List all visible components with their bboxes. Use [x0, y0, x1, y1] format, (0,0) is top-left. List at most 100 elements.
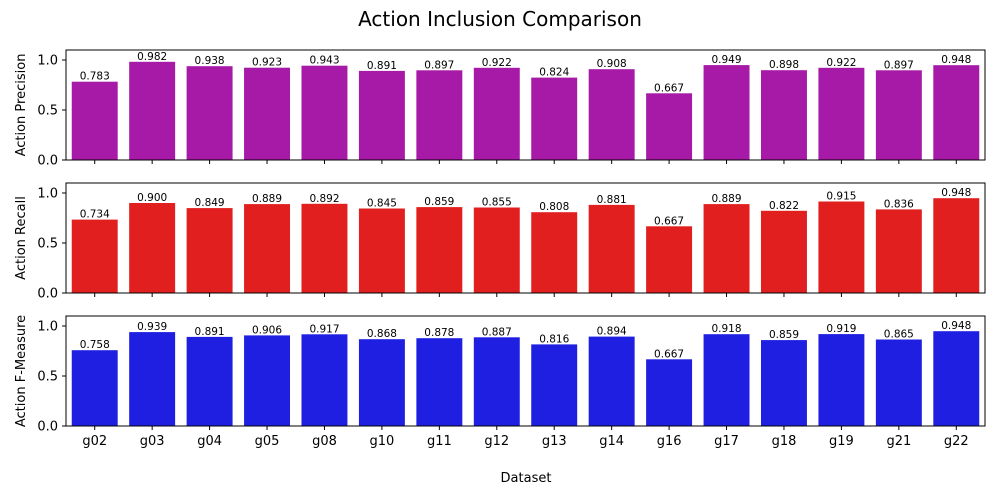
- bar-value-label: 0.919: [826, 323, 856, 335]
- bar-g14: [588, 204, 635, 293]
- bar-g22: [933, 65, 980, 160]
- plot-frame: [65, 315, 986, 427]
- bar-value-label: 0.915: [826, 191, 856, 203]
- x-tick-label: g03: [140, 434, 165, 449]
- y-axis-label: Action F-Measure: [14, 315, 29, 427]
- bar-value-label: 0.758: [80, 339, 110, 351]
- bar-value-label: 0.667: [654, 215, 684, 227]
- bar-value-label: 0.923: [252, 57, 282, 69]
- bar-value-label: 0.918: [711, 323, 741, 335]
- bar-value-label: 0.897: [424, 59, 454, 71]
- bar-g05: [244, 335, 291, 426]
- bar-g05: [244, 204, 291, 293]
- bar-value-label: 0.908: [597, 58, 627, 70]
- x-tick-label: g14: [599, 434, 624, 449]
- bar-g08: [301, 65, 348, 160]
- bar-value-label: 0.881: [597, 194, 627, 206]
- bar-g12: [473, 67, 520, 160]
- bar-g08: [301, 334, 348, 426]
- bar-g16: [646, 226, 693, 293]
- bar-g02: [71, 219, 118, 293]
- bar-value-label: 0.865: [884, 329, 914, 341]
- bar-g17: [703, 334, 750, 426]
- bar-value-label: 0.922: [482, 57, 512, 69]
- bar-value-label: 0.667: [654, 348, 684, 360]
- bar-value-label: 0.939: [137, 321, 167, 333]
- bar-value-label: 0.889: [252, 193, 282, 205]
- bar-value-label: 0.808: [539, 201, 569, 213]
- y-tick-label: 1.0: [37, 54, 58, 69]
- x-tick-label: g13: [542, 434, 567, 449]
- x-tick-label: g18: [772, 434, 797, 449]
- bar-g16: [646, 359, 693, 426]
- bar-g03: [129, 203, 176, 293]
- bar-value-label: 0.906: [252, 324, 282, 336]
- x-tick-label: g04: [197, 434, 222, 449]
- y-tick-label: 0.0: [37, 154, 58, 169]
- bar-g13: [531, 344, 578, 426]
- x-tick-label: g16: [657, 434, 682, 449]
- bar-g13: [531, 77, 578, 160]
- bar-g02: [71, 81, 118, 160]
- x-tick-label: g02: [82, 434, 107, 449]
- bar-value-label: 0.948: [941, 187, 971, 199]
- x-tick-label: g05: [255, 434, 280, 449]
- bar-g11: [416, 338, 463, 426]
- bar-g04: [186, 336, 233, 426]
- bar-value-label: 0.898: [769, 59, 799, 71]
- bar-g11: [416, 70, 463, 160]
- bar-value-label: 0.783: [80, 71, 110, 83]
- y-axis-label: Action Precision: [14, 54, 29, 157]
- bar-g12: [473, 337, 520, 426]
- bar-g13: [531, 212, 578, 293]
- bar-value-label: 0.845: [367, 198, 397, 210]
- bar-value-label: 0.938: [195, 55, 225, 67]
- bar-g02: [71, 350, 118, 426]
- y-tick-label: 0.5: [37, 104, 58, 119]
- x-tick-label: g08: [312, 434, 337, 449]
- plot-frame: [65, 49, 986, 161]
- bar-g04: [186, 208, 233, 293]
- x-tick-label: g11: [427, 434, 452, 449]
- bar-g18: [760, 210, 807, 293]
- bar-value-label: 0.734: [80, 209, 110, 221]
- bar-g03: [129, 61, 176, 160]
- y-tick-label: 1.0: [37, 320, 58, 335]
- bar-g17: [703, 204, 750, 293]
- bar-value-label: 0.859: [769, 329, 799, 341]
- bar-value-label: 0.824: [539, 67, 569, 79]
- bar-value-label: 0.948: [941, 54, 971, 66]
- chart-title: Action Inclusion Comparison: [358, 7, 642, 31]
- bar-value-label: 0.922: [826, 57, 856, 69]
- bar-g18: [760, 340, 807, 426]
- chart-panels: 0.783 0.982 0.938 0.923 0.943 0.891 0.897 0.922…: [14, 49, 986, 449]
- bar-g22: [933, 331, 980, 426]
- bar-value-label: 0.892: [309, 193, 339, 205]
- bar-value-label: 0.849: [195, 197, 225, 209]
- bar-value-label: 0.900: [137, 192, 167, 204]
- chart-panel-2: 0.734 0.900 0.849 0.889 0.892 0.845 0.859 0.855…: [14, 182, 986, 302]
- bar-value-label: 0.897: [884, 59, 914, 71]
- x-tick-label: g17: [714, 434, 739, 449]
- bar-value-label: 0.878: [424, 327, 454, 339]
- bar-g14: [588, 336, 635, 426]
- bar-value-label: 0.943: [309, 55, 339, 67]
- bar-g16: [646, 93, 693, 160]
- bar-g03: [129, 332, 176, 426]
- plot-frame: [65, 182, 986, 294]
- x-tick-label: g19: [829, 434, 854, 449]
- bar-value-label: 0.889: [711, 193, 741, 205]
- bar-value-label: 0.949: [711, 54, 741, 66]
- bar-value-label: 0.859: [424, 196, 454, 208]
- bar-g08: [301, 203, 348, 293]
- bar-value-label: 0.948: [941, 320, 971, 332]
- bar-g12: [473, 207, 520, 293]
- y-tick-label: 1.0: [37, 187, 58, 202]
- bar-value-label: 0.816: [539, 333, 569, 345]
- x-tick-label: g21: [886, 434, 911, 449]
- bar-g14: [588, 69, 635, 160]
- bar-g19: [818, 334, 865, 426]
- y-tick-label: 0.0: [37, 287, 58, 302]
- bar-g22: [933, 198, 980, 293]
